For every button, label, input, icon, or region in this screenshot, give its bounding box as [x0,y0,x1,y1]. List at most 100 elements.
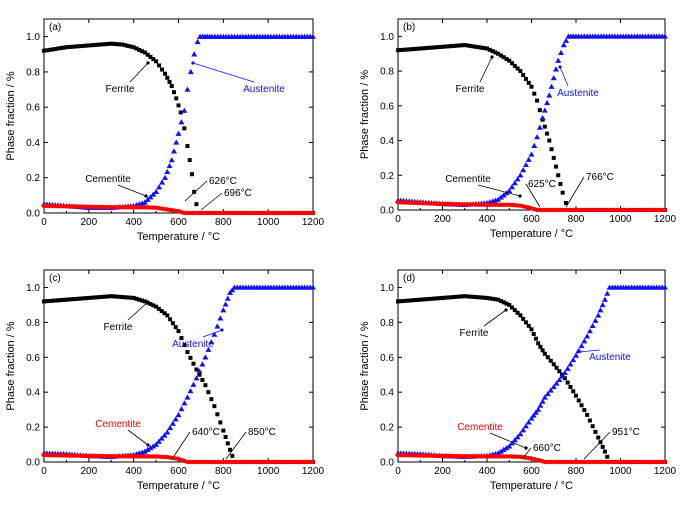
data-point [128,295,133,300]
data-point [78,44,83,49]
data-point [153,441,160,447]
data-point [153,188,160,195]
data-point [155,438,162,444]
data-point [582,408,587,413]
data-point [56,298,61,303]
data-point [574,393,578,398]
data-point [509,440,516,446]
x-tick-label: 200 [434,214,451,225]
data-point [534,134,541,140]
data-point [211,331,218,337]
series-label-cementite: Cementite [457,422,503,433]
x-axis-label: Temperature / °C [137,231,220,243]
y-tick-label: 0.4 [26,388,40,399]
data-point [429,45,434,50]
data-point [662,207,668,213]
y-tick-label: 0.4 [380,136,394,147]
data-point [448,44,453,49]
data-point [497,194,504,200]
data-point [490,49,495,54]
data-point [156,306,161,311]
temperature-annotation: 625°C [528,179,556,190]
data-point [446,295,451,300]
arrow-head [220,328,224,332]
leader-line [559,66,569,87]
data-point [595,312,602,318]
y-tick-label: 0.6 [380,353,394,364]
data-point [398,299,403,304]
annotation-leader [184,180,208,202]
data-point [471,44,476,49]
data-point [593,429,598,434]
data-point [192,189,197,194]
y-tick-label: 0.8 [380,67,394,78]
data-point [496,51,501,56]
annotation-leader [225,431,247,460]
data-point [555,57,562,63]
x-tick-label: 1200 [654,214,677,225]
x-tick-label: 800 [568,214,585,225]
leader-line [127,429,149,446]
arrow-head [191,61,195,65]
data-point [230,453,235,458]
data-point [544,99,551,106]
data-point [557,369,562,374]
data-point [459,294,464,299]
data-point [560,42,567,48]
y-tick-label: 0.4 [26,138,40,149]
data-point [554,365,559,370]
data-point [193,375,200,381]
data-point [500,192,507,198]
y-tick-label: 1.0 [26,32,40,43]
data-point [401,47,406,52]
data-point [553,380,560,386]
data-point [141,199,148,205]
data-point [114,42,119,47]
data-point [126,295,131,300]
data-point [493,50,498,55]
data-point [473,44,478,49]
data-point [191,51,198,57]
data-point [172,416,179,422]
data-point [98,295,103,300]
y-tick-label: 1.0 [380,283,394,294]
data-point [185,350,190,355]
data-point [440,44,445,49]
data-point [586,328,593,334]
y-tick-label: 0.8 [26,318,40,329]
x-tick-label: 400 [125,466,142,477]
data-point [578,342,585,349]
data-point [415,297,420,302]
data-point [162,174,169,180]
x-tick-label: 1000 [257,217,280,228]
annotation-leader [565,176,585,208]
panel-label: (c) [49,273,61,284]
data-point [67,297,72,302]
data-point [514,176,521,182]
panel-label: (d) [403,273,415,284]
data-point [199,361,206,367]
data-point [151,303,156,308]
arrow-head [576,350,580,354]
annotation-leader [525,183,541,208]
data-point [510,61,515,66]
data-point [570,356,577,363]
x-tick-label: 1200 [302,466,325,477]
data-point [432,296,437,301]
data-point [476,45,481,50]
arrow-head [504,308,508,312]
data-point [86,295,91,300]
temperature-annotation: 626°C [209,176,237,187]
data-point [482,295,487,300]
data-point [147,194,154,200]
data-point [579,403,584,408]
data-point [437,296,442,301]
data-point [540,348,545,353]
data-point [185,143,190,148]
series-cementite [41,203,316,216]
data-point [100,294,105,299]
data-point [178,110,183,115]
data-point [137,297,142,302]
data-point [58,46,63,51]
data-point [42,299,46,304]
